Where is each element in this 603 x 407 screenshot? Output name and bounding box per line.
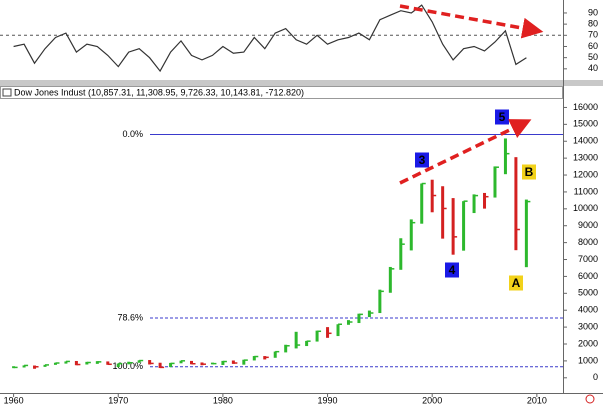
- price-bar: [137, 360, 141, 363]
- price-bar: [64, 361, 68, 364]
- price-bar: [43, 364, 47, 367]
- price-bar: [493, 166, 497, 198]
- level-label: 78.6%: [117, 312, 143, 322]
- price-bar: [169, 362, 173, 368]
- wave-label: B: [525, 165, 534, 179]
- price-bar: [357, 313, 361, 324]
- price-bar: [273, 351, 277, 358]
- y-tick-label: 16000: [573, 102, 598, 112]
- wave-label: A: [512, 276, 521, 290]
- wave-label-box: [509, 275, 523, 291]
- price-bar: [22, 365, 26, 368]
- price-bar: [326, 327, 330, 338]
- price-bar: [179, 360, 183, 364]
- y-tick-label: 13000: [573, 153, 598, 163]
- level-label: 100.0%: [112, 361, 143, 371]
- price-bar: [74, 360, 78, 366]
- panel-icon: [2, 88, 12, 97]
- price-bar: [242, 359, 246, 365]
- price-bar: [503, 138, 507, 175]
- price-bar: [221, 360, 225, 365]
- y-tick-label: 70: [588, 30, 598, 40]
- price-bar: [53, 362, 57, 365]
- price-bar: [472, 194, 476, 214]
- y-tick-label: 9000: [578, 220, 598, 230]
- y-tick-label: 4000: [578, 305, 598, 315]
- wave-label: 3: [419, 153, 426, 167]
- trend-arrow: [399, 4, 544, 39]
- price-bar: [367, 310, 371, 318]
- price-bar: [106, 361, 110, 365]
- price-bar: [399, 238, 403, 270]
- y-tick-label: 7000: [578, 254, 598, 264]
- y-tick-label: 90: [588, 7, 598, 17]
- price-bar: [483, 192, 487, 209]
- price-bar: [378, 289, 382, 314]
- trend-arrow: [399, 119, 532, 185]
- price-bar: [441, 186, 445, 239]
- level-label: 0.0%: [122, 129, 143, 139]
- wave-label: 4: [449, 263, 456, 277]
- price-bar: [420, 183, 424, 224]
- price-bar: [284, 344, 288, 353]
- y-tick-label: 14000: [573, 136, 598, 146]
- indicator-line: [13, 4, 527, 73]
- y-tick-label: 5000: [578, 288, 598, 298]
- price-bar: [116, 363, 120, 368]
- wave-label-box: [522, 164, 536, 180]
- price-bar: [190, 360, 194, 365]
- y-tick-label: 0: [593, 372, 598, 382]
- y-tick-label: 50: [588, 52, 598, 62]
- wave-label-box: [445, 262, 459, 278]
- price-bar: [158, 362, 162, 369]
- price-bar: [231, 360, 235, 364]
- title-strip: [0, 86, 563, 99]
- x-tick-label: 1970: [108, 395, 128, 405]
- x-tick-label: 1960: [4, 395, 24, 405]
- panel-separator: [0, 80, 603, 86]
- x-tick-label: 2010: [527, 395, 547, 405]
- price-bar: [315, 330, 319, 342]
- y-tick-label: 6000: [578, 271, 598, 281]
- price-bar: [524, 199, 528, 268]
- price-bar: [409, 219, 413, 251]
- price-bar: [305, 340, 309, 347]
- corner-icon: [585, 394, 595, 404]
- y-tick-label: 11000: [574, 186, 598, 196]
- x-tick-label: 1990: [318, 395, 338, 405]
- y-tick-label: 8000: [578, 237, 598, 247]
- y-tick-label: 80: [588, 19, 598, 29]
- y-tick-label: 2000: [578, 338, 598, 348]
- wave-label: 5: [499, 110, 506, 124]
- price-bar: [294, 331, 298, 349]
- panel-title: Dow Jones Indust (10,857.31, 11,308.95, …: [14, 87, 304, 97]
- y-tick-label: 12000: [573, 169, 598, 179]
- price-bar: [514, 157, 518, 251]
- y-tick-label: 3000: [578, 321, 598, 331]
- y-tick-label: 60: [588, 41, 598, 51]
- price-bar: [336, 324, 340, 337]
- x-tick-label: 1980: [213, 395, 233, 405]
- y-tick-label: 10000: [573, 203, 598, 213]
- price-bar: [148, 360, 152, 365]
- wave-label-box: [415, 152, 429, 168]
- x-tick-label: 2000: [422, 395, 442, 405]
- y-tick-label: 40: [588, 63, 598, 73]
- price-bar: [462, 201, 466, 251]
- wave-label-box: [495, 109, 509, 125]
- price-bar: [451, 198, 455, 255]
- price-bar: [388, 266, 392, 293]
- y-tick-label: 1000: [578, 355, 598, 365]
- y-tick-label: 15000: [573, 119, 598, 129]
- price-bar: [252, 356, 256, 361]
